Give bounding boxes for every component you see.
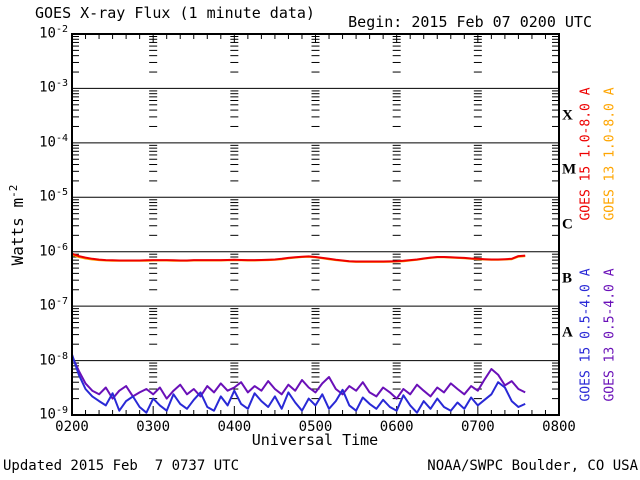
flux-class-letter-a: A — [562, 324, 573, 341]
x-tick-label: 0700 — [460, 419, 495, 435]
credit-text: NOAA/SWPC Boulder, CO USA — [427, 458, 638, 474]
updated-timestamp: Updated 2015 Feb 7 0737 UTC — [3, 458, 240, 474]
y-tick-label: 10-8 — [39, 350, 68, 369]
x-tick-label: 0800 — [542, 419, 576, 435]
flux-class-letter-b: B — [562, 270, 573, 287]
x-tick-label: 0600 — [379, 419, 414, 435]
flux-class-letter-x: X — [562, 107, 573, 124]
y-tick-label: 10-5 — [39, 187, 68, 205]
x-tick-label: 0200 — [55, 419, 89, 435]
chart-title: GOES X-ray Flux (1 minute data) — [35, 4, 315, 22]
trace-goes-15-1-0-8-0-a — [71, 252, 526, 263]
y-tick-label: 10-2 — [39, 24, 68, 42]
trace-goes-13-0-5-4-0-a — [71, 355, 526, 400]
y-tick-label: 10-9 — [39, 405, 68, 423]
x-axis-title: Universal Time — [251, 431, 379, 449]
x-tick-label: 0500 — [298, 419, 333, 435]
trace-goes-15-0-5-4-0-a — [71, 354, 526, 414]
flux-class-letter-m: M — [562, 161, 577, 178]
y-tick-label: 10-4 — [39, 132, 68, 151]
begin-timestamp: Begin: 2015 Feb 07 0200 UTC — [348, 13, 592, 31]
y-tick-label: 10-6 — [39, 241, 68, 260]
x-tick-label: 0300 — [136, 419, 171, 435]
x-tick-label: 0400 — [217, 419, 252, 435]
plot-border — [71, 33, 560, 416]
y-tick-label: 10-3 — [39, 78, 68, 97]
flux-class-letter-c: C — [562, 216, 573, 232]
y-tick-label: 10-7 — [39, 296, 68, 314]
